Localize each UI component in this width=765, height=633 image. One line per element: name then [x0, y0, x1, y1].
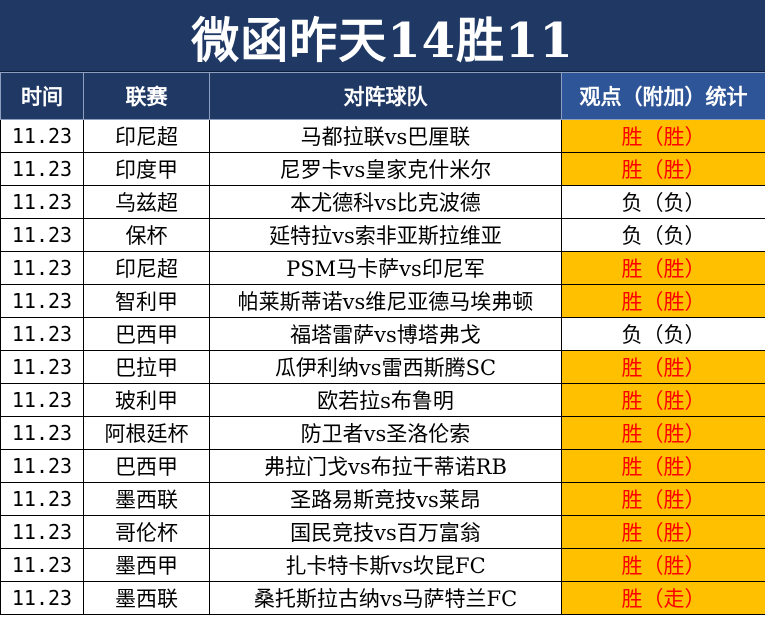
result-cell: 负（负）: [561, 218, 765, 252]
result-cell: 胜（胜）: [561, 284, 765, 318]
league-cell: 阿根廷杯: [83, 416, 210, 450]
table-row: 11.23 印尼超 PSM马卡萨vs印尼军 胜（胜）: [0, 251, 765, 285]
table-row: 11.23 巴拉甲 瓜伊利纳vs雷西斯腾SC 胜（胜）: [0, 350, 765, 384]
date-cell: 11.23: [0, 482, 84, 516]
result-cell: 胜（胜）: [561, 383, 765, 417]
header-match: 对阵球队: [209, 72, 562, 120]
date-cell: 11.23: [0, 251, 84, 285]
table-row: 11.23 巴西甲 弗拉门戈vs布拉干蒂诺RB 胜（胜）: [0, 449, 765, 483]
result-cell: 胜（走）: [561, 581, 765, 615]
match-cell: 帕莱斯蒂诺vs维尼亚德马埃弗顿: [209, 284, 562, 318]
match-cell: PSM马卡萨vs印尼军: [209, 251, 562, 285]
date-cell: 11.23: [0, 185, 84, 219]
table-row: 11.23 巴西甲 福塔雷萨vs博塔弗戈 负（负）: [0, 317, 765, 351]
league-cell: 玻利甲: [83, 383, 210, 417]
league-cell: 巴西甲: [83, 449, 210, 483]
date-cell: 11.23: [0, 449, 84, 483]
match-cell: 国民竞技vs百万富翁: [209, 515, 562, 549]
date-cell: 11.23: [0, 152, 84, 186]
table-row: 11.23 智利甲 帕莱斯蒂诺vs维尼亚德马埃弗顿 胜（胜）: [0, 284, 765, 318]
result-cell: 胜（胜）: [561, 119, 765, 153]
league-cell: 智利甲: [83, 284, 210, 318]
league-cell: 巴西甲: [83, 317, 210, 351]
result-cell: 负（负）: [561, 185, 765, 219]
result-cell: 胜（胜）: [561, 251, 765, 285]
league-cell: 哥伦杯: [83, 515, 210, 549]
table-row: 11.23 印度甲 尼罗卡vs皇家克什米尔 胜（胜）: [0, 152, 765, 186]
match-cell: 防卫者vs圣洛伦索: [209, 416, 562, 450]
league-cell: 墨西联: [83, 482, 210, 516]
table-row: 11.23 墨西联 圣路易斯竞技vs莱昂 胜（胜）: [0, 482, 765, 516]
match-cell: 扎卡特卡斯vs坎昆FC: [209, 548, 562, 582]
table-row: 11.23 保杯 延特拉vs索非亚斯拉维亚 负（负）: [0, 218, 765, 252]
table-row: 11.23 哥伦杯 国民竞技vs百万富翁 胜（胜）: [0, 515, 765, 549]
league-cell: 印度甲: [83, 152, 210, 186]
match-cell: 福塔雷萨vs博塔弗戈: [209, 317, 562, 351]
table-body: 11.23 印尼超 马都拉联vs巴厘联 胜（胜） 11.23 印度甲 尼罗卡vs皇家克什米尔…: [0, 119, 765, 615]
league-cell: 墨西甲: [83, 548, 210, 582]
match-cell: 尼罗卡vs皇家克什米尔: [209, 152, 562, 186]
header-row: 时间 联赛 对阵球队 观点（附加）统计: [0, 72, 765, 120]
result-cell: 胜（胜）: [561, 482, 765, 516]
header-stat: 观点（附加）统计: [561, 72, 765, 120]
match-cell: 马都拉联vs巴厘联: [209, 119, 562, 153]
league-cell: 印尼超: [83, 119, 210, 153]
table-row: 11.23 乌兹超 本尤德科vs比克波德 负（负）: [0, 185, 765, 219]
match-cell: 瓜伊利纳vs雷西斯腾SC: [209, 350, 562, 384]
date-cell: 11.23: [0, 317, 84, 351]
league-cell: 保杯: [83, 218, 210, 252]
date-cell: 11.23: [0, 383, 84, 417]
table-row: 11.23 玻利甲 欧若拉s布鲁明 胜（胜）: [0, 383, 765, 417]
league-cell: 乌兹超: [83, 185, 210, 219]
header-league: 联赛: [83, 72, 210, 120]
result-cell: 胜（胜）: [561, 350, 765, 384]
header-date: 时间: [0, 72, 84, 120]
match-cell: 圣路易斯竞技vs莱昂: [209, 482, 562, 516]
match-cell: 延特拉vs索非亚斯拉维亚: [209, 218, 562, 252]
date-cell: 11.23: [0, 284, 84, 318]
table-row: 11.23 墨西甲 扎卡特卡斯vs坎昆FC 胜（胜）: [0, 548, 765, 582]
date-cell: 11.23: [0, 416, 84, 450]
match-cell: 本尤德科vs比克波德: [209, 185, 562, 219]
table-row: 11.23 阿根廷杯 防卫者vs圣洛伦索 胜（胜）: [0, 416, 765, 450]
date-cell: 11.23: [0, 515, 84, 549]
table-row: 11.23 墨西联 桑托斯拉古纳vs马萨特兰FC 胜（走）: [0, 581, 765, 615]
result-cell: 负（负）: [561, 317, 765, 351]
date-cell: 11.23: [0, 218, 84, 252]
league-cell: 印尼超: [83, 251, 210, 285]
table-row: 11.23 印尼超 马都拉联vs巴厘联 胜（胜）: [0, 119, 765, 153]
date-cell: 11.23: [0, 119, 84, 153]
result-cell: 胜（胜）: [561, 449, 765, 483]
match-cell: 弗拉门戈vs布拉干蒂诺RB: [209, 449, 562, 483]
results-table: 时间 联赛 对阵球队 观点（附加）统计 11.23 印尼超 马都拉联vs巴厘联 胜（胜…: [0, 72, 765, 615]
result-cell: 胜（胜）: [561, 515, 765, 549]
result-cell: 胜（胜）: [561, 152, 765, 186]
sheet-title: 微函昨天14胜11: [0, 0, 765, 72]
league-cell: 巴拉甲: [83, 350, 210, 384]
date-cell: 11.23: [0, 581, 84, 615]
match-cell: 桑托斯拉古纳vs马萨特兰FC: [209, 581, 562, 615]
league-cell: 墨西联: [83, 581, 210, 615]
match-cell: 欧若拉s布鲁明: [209, 383, 562, 417]
date-cell: 11.23: [0, 350, 84, 384]
result-cell: 胜（胜）: [561, 548, 765, 582]
date-cell: 11.23: [0, 548, 84, 582]
result-cell: 胜（胜）: [561, 416, 765, 450]
